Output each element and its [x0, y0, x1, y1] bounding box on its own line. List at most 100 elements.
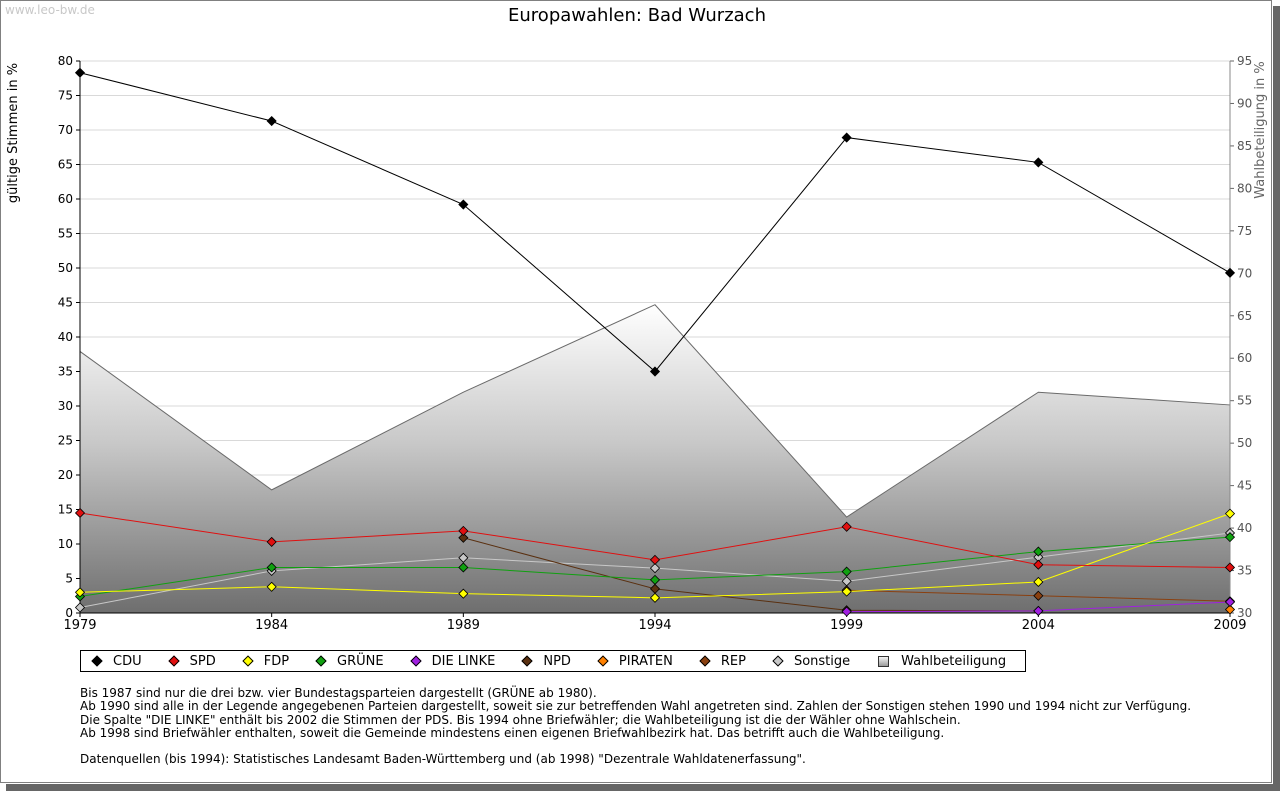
point-sonstige	[649, 563, 661, 574]
legend-marker	[242, 655, 254, 667]
y-tick-label: 10	[58, 537, 73, 551]
y2-tick-label: 85	[1237, 139, 1252, 153]
point-fdp	[458, 588, 469, 599]
point-sonstige	[74, 602, 86, 613]
x-tick-label: 1999	[830, 618, 863, 633]
legend-marker	[409, 655, 422, 667]
chart-title: Europawahlen: Bad Wurzach	[508, 5, 766, 26]
y2-tick-label: 90	[1237, 96, 1252, 110]
y2-tick-label: 35	[1237, 564, 1252, 578]
legend-marker	[772, 655, 784, 667]
point-spd	[841, 521, 852, 532]
point-spd	[458, 525, 469, 536]
legend-label: CDU	[113, 653, 142, 669]
y-tick-label: 40	[58, 330, 73, 344]
y-tick-label: 25	[58, 434, 73, 448]
x-tick-label: 2009	[1213, 618, 1246, 633]
y2-tick-label: 80	[1237, 181, 1252, 195]
point-gr-ne	[1224, 532, 1236, 543]
series-line-npd	[463, 537, 1039, 612]
point-gr-ne	[1033, 546, 1044, 557]
y2-tick-label: 30	[1237, 606, 1252, 620]
y2-axis-title: Wahlbeteiligung in %	[1253, 61, 1268, 198]
y-tick-label: 80	[58, 54, 73, 68]
note-line: Ab 1990 sind alle in der Legende angegeb…	[80, 699, 1192, 714]
point-piraten	[1224, 604, 1236, 615]
legend-item-npd: NPD	[521, 653, 587, 669]
y2-tick-label: 65	[1237, 309, 1252, 323]
point-spd	[74, 507, 86, 519]
x-tick-label: 1989	[447, 618, 480, 633]
point-gr-ne	[458, 562, 469, 573]
point-sonstige	[458, 552, 469, 563]
y2-tick-label: 70	[1237, 266, 1252, 280]
point-fdp	[1033, 576, 1044, 588]
y2-tick-label: 95	[1237, 54, 1252, 68]
legend-marker	[878, 655, 890, 667]
y2-tick-label: 60	[1237, 351, 1252, 365]
source-note: Datenquellen (bis 1994): Statistisches L…	[80, 752, 806, 766]
legend-item-cdu: CDU	[91, 653, 158, 669]
point-gr-ne	[841, 566, 852, 577]
y2-tick-label: 45	[1237, 479, 1252, 493]
point-spd	[1033, 559, 1044, 570]
point-cdu	[458, 199, 469, 210]
y-tick-label: 65	[58, 158, 73, 172]
legend-item-gr-ne: GRÜNE	[315, 653, 400, 669]
legend-item-spd: SPD	[167, 654, 232, 669]
point-fdp	[1224, 508, 1236, 519]
point-cdu	[649, 366, 661, 377]
frame-shadow-bottom	[6, 784, 1280, 791]
y-tick-label: 70	[58, 123, 73, 137]
point-gr-ne	[266, 562, 277, 573]
legend-item-die-linke: DIE LINKE	[409, 653, 512, 669]
point-die-linke	[841, 606, 852, 617]
legend-label: GRÜNE	[337, 653, 384, 669]
point-spd	[649, 554, 661, 565]
turnout-line	[79, 304, 1231, 518]
point-cdu	[841, 132, 852, 143]
point-npd	[458, 532, 469, 543]
point-spd	[266, 536, 277, 547]
legend-marker	[315, 655, 327, 667]
y-tick-label: 15	[58, 503, 73, 517]
legend: CDU SPD FDP GRÜNE DIE LINKE NPD PIRATEN REP Sons…	[80, 650, 1026, 672]
legend-label: FDP	[263, 653, 290, 669]
point-fdp	[266, 581, 277, 592]
y-axis-title: gültige Stimmen in %	[6, 63, 21, 203]
legend-label: DIE LINKE	[431, 653, 496, 669]
legend-marker	[597, 655, 609, 667]
y-tick-label: 30	[58, 399, 73, 413]
y-tick-label: 35	[58, 365, 73, 379]
point-fdp	[841, 586, 852, 597]
note-line: Bis 1987 sind nur die drei bzw. vier Bun…	[80, 686, 597, 700]
y-tick-label: 20	[58, 468, 73, 482]
legend-marker	[699, 655, 711, 667]
legend-label: Wahlbeteiligung	[901, 653, 1007, 669]
legend-marker	[91, 655, 103, 667]
frame-shadow-right	[1273, 6, 1280, 791]
point-fdp	[74, 587, 86, 598]
y2-tick-label: 40	[1237, 521, 1252, 535]
y-tick-label: 75	[58, 89, 73, 103]
y2-tick-label: 55	[1237, 394, 1252, 408]
x-tick-label: 1994	[638, 618, 671, 633]
legend-marker	[167, 655, 180, 667]
legend-item-rep: REP	[699, 654, 762, 669]
legend-marker	[521, 655, 534, 667]
watermark: www.leo-bw.de	[5, 3, 95, 17]
election-chart: Europawahlen: Bad Wurzach 0 5 10 15 20 25 30 35…	[6, 5, 1268, 633]
y-tick-label: 55	[58, 227, 73, 241]
x-tick-label: 2004	[1022, 618, 1055, 633]
legend-label: NPD	[543, 653, 571, 669]
legend-item-piraten: PIRATEN	[597, 654, 689, 669]
legend-label: Sonstige	[793, 653, 851, 669]
point-gr-ne	[649, 574, 661, 585]
legend-item-fdp: FDP	[242, 653, 305, 669]
y-tick-label: 45	[58, 296, 73, 310]
point-spd	[1224, 562, 1236, 573]
point-die-linke	[1033, 605, 1044, 616]
point-cdu	[1033, 157, 1044, 168]
notes: Bis 1987 sind nur die drei bzw. vier Bun…	[80, 686, 1192, 740]
legend-item-sonstige: Sonstige	[772, 653, 866, 669]
